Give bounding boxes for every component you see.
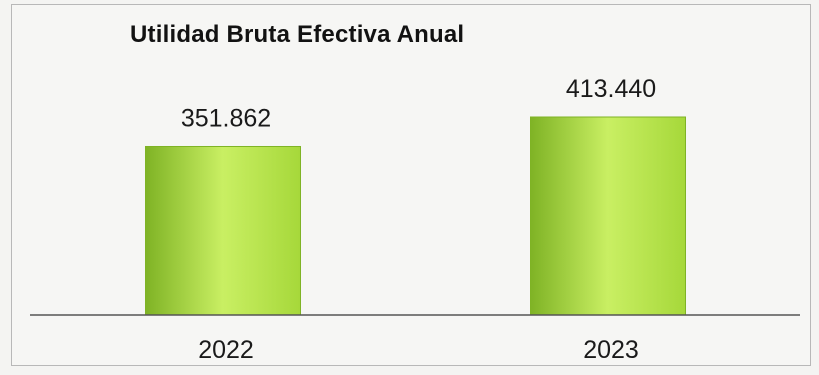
bar-2023 (530, 116, 686, 316)
data-label-2023: 413.440 (566, 75, 656, 103)
data-label-2022: 351.862 (181, 104, 271, 132)
chart-title: Utilidad Bruta Efectiva Anual (130, 21, 465, 48)
x-tick-label-2023: 2023 (583, 336, 639, 364)
bar-2022 (145, 145, 301, 316)
x-tick-label-2022: 2022 (198, 336, 254, 364)
